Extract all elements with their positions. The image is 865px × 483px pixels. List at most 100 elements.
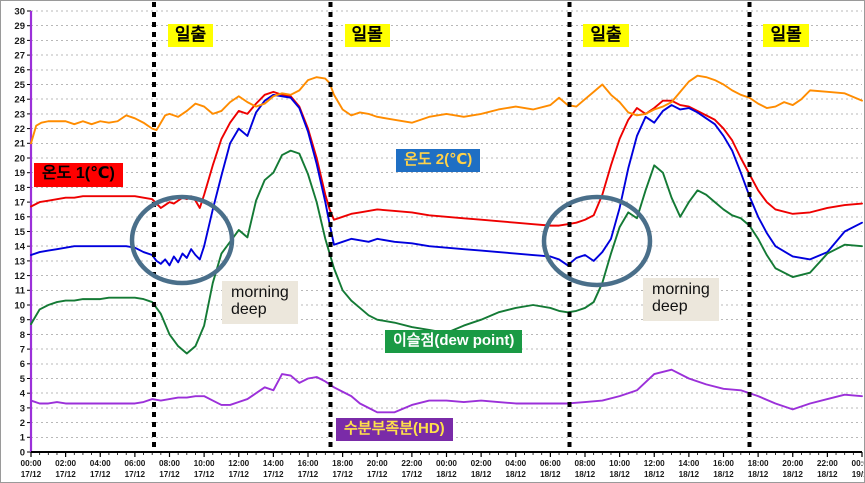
marker-label-sunset-3: 일몰 [763,24,809,47]
highlight-ellipse-1 [541,194,653,288]
x-axis-time-label: 14:00 [263,459,284,468]
x-axis-date-label: 18/12 [436,470,457,479]
x-axis-date-label: 18/12 [506,470,527,479]
x-axis-date-label: 18/12 [540,470,561,479]
x-axis-date-label: 17/12 [55,470,76,479]
series-line-dewpoint [30,149,863,355]
x-axis-date-label: 18/12 [748,470,769,479]
x-axis-time-label: 16:00 [713,459,734,468]
x-axis-date-label: 17/12 [402,470,423,479]
x-axis-date-label: 18/12 [609,470,630,479]
y-axis-tick-label: 21 [14,139,25,150]
x-axis-time-label: 08:00 [575,459,596,468]
x-axis-date-label: 18/12 [679,470,700,479]
y-axis-tick-label: 1 [20,433,26,444]
x-axis-time-label: 00:00 [21,459,42,468]
marker-label-sunset-1: 일몰 [344,24,390,47]
y-axis-tick-label: 12 [14,271,25,282]
annotation-line-2: deep [231,300,267,318]
x-axis-time-label: 20:00 [782,459,803,468]
y-axis-tick-label: 20 [14,153,25,164]
x-axis-date-label: 17/12 [298,470,319,479]
y-axis-tick-label: 11 [15,286,26,297]
x-axis-time-label: 16:00 [298,459,319,468]
annotation-morning-deep-1: morning deep [643,278,719,321]
y-axis-tick-label: 22 [14,124,25,135]
y-axis-tick-label: 0 [20,447,25,458]
x-axis-date-label: 17/12 [263,470,284,479]
x-axis-date-label: 18/12 [471,470,492,479]
x-axis-date-label: 17/12 [159,470,180,479]
x-axis-time-label: 08:00 [159,459,180,468]
x-axis-date-label: 18/12 [783,470,804,479]
marker-label-sunrise-0: 일출 [167,24,214,47]
x-axis-time-label: 18:00 [748,459,769,468]
y-axis-tick-label: 27 [14,51,25,62]
x-axis-time-label: 12:00 [228,459,249,468]
y-axis-tick-label: 2 [20,418,25,429]
x-axis-time-label: 12:00 [644,459,665,468]
annotation-line-1: morning [231,284,289,301]
y-axis-tick-label: 4 [20,389,26,400]
x-axis-time-label: 22:00 [401,459,422,468]
y-axis-tick-label: 28 [14,36,25,47]
x-axis-time-label: 02:00 [55,459,76,468]
y-axis-tick-label: 13 [14,256,25,267]
x-axis-date-label: 18/12 [713,470,734,479]
x-axis-date-label: 17/12 [194,470,215,479]
x-axis-date-label: 18/12 [817,470,838,479]
y-axis-tick-label: 25 [14,80,25,91]
y-axis-tick-label: 14 [14,242,25,253]
x-axis-time-label: 06:00 [540,459,561,468]
x-axis-time-label: 20:00 [367,459,388,468]
y-axis-tick-label: 30 [14,6,25,17]
y-axis-tick-label: 5 [20,374,26,385]
marker-label-sunrise-2: 일출 [583,24,629,47]
x-axis-date-label: 17/12 [125,470,146,479]
x-axis-time-label: 02:00 [471,459,492,468]
legend-temp1: 온도 1(℃) [34,163,123,187]
y-axis-tick-label: 29 [14,21,25,32]
x-axis-time-label: 00:00 [436,459,457,468]
series-line-temp2 [30,93,863,267]
y-axis-tick-label: 19 [14,168,25,179]
y-axis-tick-label: 8 [20,330,25,341]
series-line-hd [30,368,863,414]
x-axis-date-label: 17/12 [90,470,111,479]
y-axis-tick-label: 17 [14,198,25,209]
y-axis-tick-label: 26 [14,65,25,76]
legend-hd: 수분부족분(HD) [336,418,453,441]
highlight-ellipse-0 [129,194,235,286]
y-axis-tick-label: 15 [14,227,25,238]
x-axis-time-label: 04:00 [505,459,526,468]
x-axis-time-label: 18:00 [332,459,353,468]
x-axis-date-label: 17/12 [367,470,388,479]
x-axis-time-label: 04:00 [90,459,111,468]
y-axis-tick-label: 24 [14,95,25,106]
x-axis-time-label: 10:00 [194,459,215,468]
legend-dewpoint: 이슬점(dew point) [385,330,523,353]
x-axis-date-label: 18/12 [575,470,596,479]
legend-temp2: 온도 2(℃) [396,149,481,172]
x-axis-date-label: 18/12 [644,470,665,479]
x-axis-time-label: 22:00 [817,459,838,468]
x-axis-date-label: 17/12 [229,470,250,479]
y-axis-tick-label: 23 [14,109,25,120]
x-axis-time-label: 14:00 [678,459,699,468]
y-axis-tick-label: 16 [14,212,25,223]
x-axis-time-label: 06:00 [124,459,145,468]
series-line-orange [30,74,863,145]
y-axis-tick-label: 3 [20,403,25,414]
x-axis-date-label: 19/12 [852,470,865,479]
annotation-line-2: deep [652,297,688,315]
x-axis-date-label: 17/12 [332,470,353,479]
x-axis-time-label: 10:00 [609,459,630,468]
y-axis-tick-label: 7 [20,345,25,356]
x-axis-date-label: 17/12 [21,470,42,479]
y-axis-tick-label: 10 [14,300,25,311]
y-axis-tick-label: 6 [20,359,25,370]
annotation-morning-deep-0: morning deep [222,281,298,324]
